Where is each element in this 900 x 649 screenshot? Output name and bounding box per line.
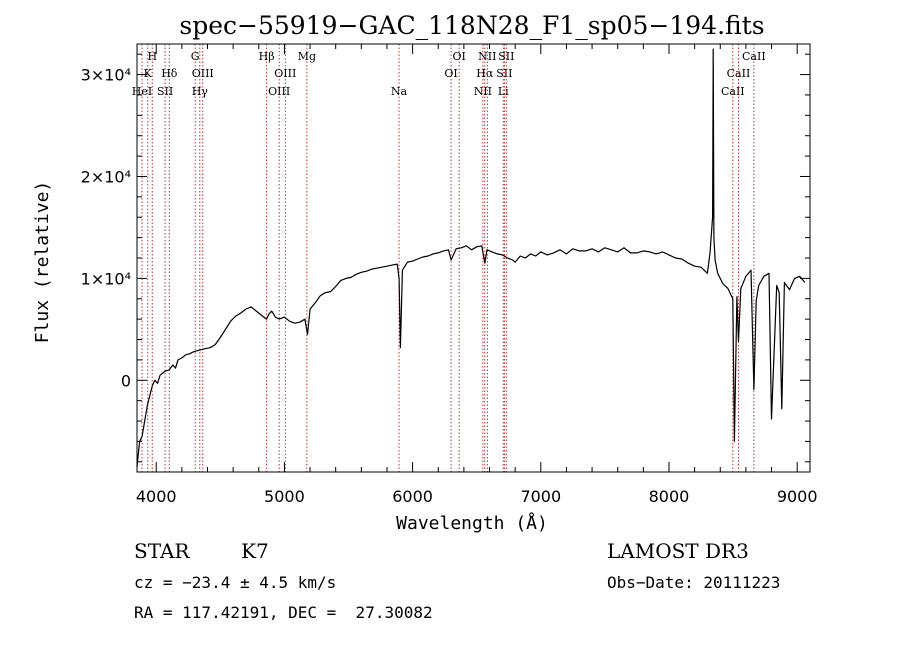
line-marker-label-5: G	[191, 50, 200, 63]
line-marker-label-4: Hδ	[161, 67, 178, 80]
x-axis-label: Wavelength (Å)	[396, 512, 548, 534]
flux-series-line	[136, 48, 806, 467]
line-marker-label-3: SII	[157, 85, 173, 98]
line-marker-label-16: Hα	[476, 67, 494, 80]
x-tick-label-3: 7000	[520, 487, 561, 506]
line-marker-label-2: H	[147, 50, 157, 63]
line-marker-label-19: SII	[496, 67, 512, 80]
survey-label: LAMOST DR3	[607, 539, 749, 563]
line-markers: HeIKHSIIHδGHγOIIIHβOIIIOIIIMgNaOIOINIIHα…	[132, 44, 766, 472]
obs-date-text: Obs−Date: 20111223	[607, 573, 781, 592]
line-marker-label-23: CaII	[742, 50, 766, 63]
line-marker-label-11: Mg	[298, 50, 316, 63]
redshift-text: cz = −23.4 ± 4.5 km/s	[134, 573, 337, 592]
line-marker-label-17: NII	[478, 50, 496, 63]
line-marker-label-22: CaII	[727, 67, 751, 80]
line-marker-label-12: Na	[391, 85, 408, 98]
object-subclass: K7	[241, 539, 269, 563]
line-marker-label-13: OI	[444, 67, 457, 80]
coordinates-text: RA = 117.42191, DEC = 27.30082	[134, 603, 433, 622]
x-tick-label-4: 8000	[649, 487, 690, 506]
line-marker-label-9: OIII	[268, 85, 290, 98]
axis-ticks: 4000 5000 6000 7000 8000 9000 0 1×10⁴ 2×10⁴ 3×10⁴	[81, 44, 818, 506]
plot-frame	[136, 43, 811, 473]
line-marker-label-20: SII	[498, 50, 514, 63]
line-marker-label-7: OIII	[192, 67, 214, 80]
x-tick-label-5: 9000	[777, 487, 818, 506]
y-tick-label-3: 3×10⁴	[81, 66, 131, 85]
x-tick-label-1: 5000	[264, 487, 305, 506]
line-marker-label-8: Hβ	[259, 50, 275, 63]
chart-title: spec−55919−GAC_118N28_F1_sp05−194.fits	[179, 11, 764, 40]
line-marker-label-1: K	[144, 67, 153, 80]
x-tick-label-2: 6000	[392, 487, 433, 506]
line-marker-label-10: OIII	[274, 67, 296, 80]
x-tick-label-0: 4000	[136, 487, 177, 506]
y-tick-label-0: 0	[121, 371, 131, 390]
object-class: STAR	[134, 539, 190, 563]
line-marker-label-21: CaII	[721, 85, 745, 98]
y-axis-label: Flux (relative)	[32, 181, 53, 344]
line-marker-label-18: Li	[498, 85, 509, 98]
line-marker-label-15: NII	[474, 85, 492, 98]
y-tick-label-2: 2×10⁴	[81, 167, 131, 186]
y-tick-label-1: 1×10⁴	[81, 269, 131, 288]
line-marker-label-14: OI	[452, 50, 465, 63]
line-marker-label-6: Hγ	[192, 85, 209, 98]
line-marker-label-0: HeI	[132, 85, 152, 98]
